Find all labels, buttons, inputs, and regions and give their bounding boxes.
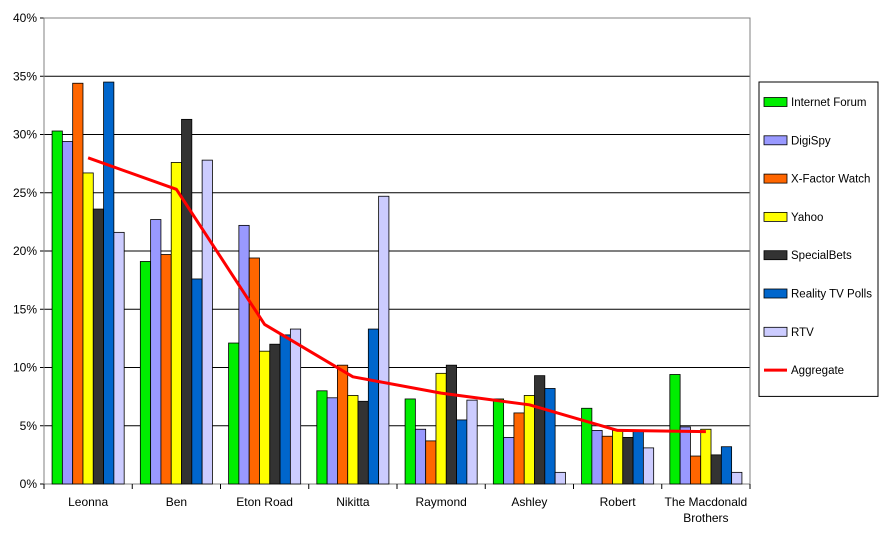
bar-digispy xyxy=(61,141,74,485)
bar-reality-tv-polls xyxy=(632,430,644,485)
bar-yahoo xyxy=(347,395,359,485)
bar-rtv xyxy=(289,328,302,485)
bar-x-factor-watch xyxy=(513,412,525,485)
bar-rtv xyxy=(554,471,566,485)
bar-specialbets xyxy=(710,454,722,485)
y-tick-label: 5% xyxy=(20,419,38,433)
y-tick-label: 40% xyxy=(13,11,37,25)
y-tick-label: 15% xyxy=(13,302,37,316)
y-tick-label: 10% xyxy=(13,361,37,375)
y-tick-label: 20% xyxy=(13,244,37,258)
bar-reality-tv-polls xyxy=(279,334,291,485)
x-tick-label: Raymond xyxy=(415,495,466,509)
bar-yahoo xyxy=(700,428,712,485)
x-tick-label: Leonna xyxy=(68,495,108,509)
legend-box xyxy=(758,81,879,397)
bar-x-factor-watch xyxy=(160,254,172,485)
bar-internet-forum xyxy=(492,398,505,485)
bar-digispy xyxy=(238,224,250,485)
legend-label-internet-forum: Internet Forum xyxy=(791,97,866,109)
aggregate-line xyxy=(87,156,706,434)
y-tick-label: 0% xyxy=(20,477,38,491)
bar-x-factor-watch xyxy=(248,257,260,485)
legend-swatch-digispy xyxy=(763,135,788,146)
bar-specialbets xyxy=(357,400,369,485)
legend-label-specialbets: SpecialBets xyxy=(791,250,852,262)
bar-specialbets xyxy=(269,343,281,485)
bar-digispy xyxy=(326,397,338,485)
x-tick-label: Nikitta xyxy=(336,495,370,509)
bar-x-factor-watch xyxy=(72,82,84,485)
bar-reality-tv-polls xyxy=(367,328,380,485)
bar-specialbets xyxy=(445,364,457,485)
x-tick-label-line: Brothers xyxy=(683,511,728,525)
bar-rtv xyxy=(113,231,125,485)
x-tick-label: Robert xyxy=(600,495,637,509)
legend-swatch-yahoo xyxy=(763,211,788,222)
x-tick-label: Eton Road xyxy=(236,495,293,509)
x-tick-label: Ben xyxy=(166,495,187,509)
bar-digispy xyxy=(150,219,162,485)
bar-yahoo xyxy=(82,172,94,485)
legend-swatch-rtv xyxy=(763,326,788,337)
legend-label-yahoo: Yahoo xyxy=(791,212,823,224)
legend-swatch-reality-tv-polls xyxy=(763,288,788,299)
x-tick-label: Ashley xyxy=(511,495,547,509)
y-tick-label: 30% xyxy=(13,128,37,142)
bar-digispy xyxy=(414,428,427,485)
bar-digispy xyxy=(679,426,691,485)
bar-specialbets xyxy=(534,375,546,485)
legend-label-reality-tv-polls: Reality TV Polls xyxy=(791,289,872,301)
bar-rtv xyxy=(378,195,390,485)
bar-yahoo xyxy=(435,372,447,485)
legend-label-digispy: DigiSpy xyxy=(791,135,831,147)
bar-rtv xyxy=(642,447,655,485)
y-tick-label: 25% xyxy=(13,186,37,200)
bar-specialbets xyxy=(622,436,634,485)
bar-rtv xyxy=(201,159,213,485)
bar-yahoo xyxy=(259,350,271,485)
legend-label-rtv: RTV xyxy=(791,327,814,339)
bar-digispy xyxy=(591,430,603,485)
bar-specialbets xyxy=(92,208,104,485)
bar-internet-forum xyxy=(316,390,328,485)
bar-internet-forum xyxy=(51,130,63,485)
bar-rtv xyxy=(466,399,478,485)
y-tick-label: 35% xyxy=(13,69,37,83)
bar-yahoo xyxy=(612,430,624,485)
legend-label-aggregate: Aggregate xyxy=(791,365,844,377)
bar-internet-forum xyxy=(404,398,416,485)
bar-x-factor-watch xyxy=(425,440,437,485)
bar-x-factor-watch xyxy=(601,435,613,485)
bar-specialbets xyxy=(181,118,193,485)
x-tick-label: The Macdonald Brothers xyxy=(665,495,748,525)
legend-swatch-x-factor-watch xyxy=(763,173,788,184)
bar-reality-tv-polls xyxy=(544,388,556,485)
bar-reality-tv-polls xyxy=(191,278,203,485)
bar-digispy xyxy=(503,436,515,485)
bar-yahoo xyxy=(523,395,535,485)
legend-swatch-internet-forum xyxy=(763,97,788,107)
bar-reality-tv-polls xyxy=(103,81,115,485)
x-tick-label-line: The Macdonald xyxy=(665,495,748,509)
legend-label-x-factor-watch: X-Factor Watch xyxy=(791,174,870,186)
bar-internet-forum xyxy=(139,261,152,485)
bar-x-factor-watch xyxy=(690,455,702,485)
bar-internet-forum xyxy=(669,374,681,485)
bar-yahoo xyxy=(170,162,182,485)
bar-reality-tv-polls xyxy=(720,446,733,485)
bar-internet-forum xyxy=(228,342,240,485)
bar-x-factor-watch xyxy=(337,364,349,485)
legend-swatch-specialbets xyxy=(763,250,788,261)
bar-reality-tv-polls xyxy=(456,419,468,485)
bar-rtv xyxy=(731,471,743,485)
